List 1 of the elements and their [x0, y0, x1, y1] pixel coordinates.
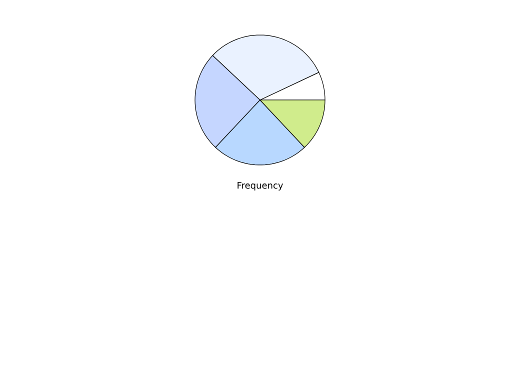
text: Frequency [238, 182, 283, 190]
